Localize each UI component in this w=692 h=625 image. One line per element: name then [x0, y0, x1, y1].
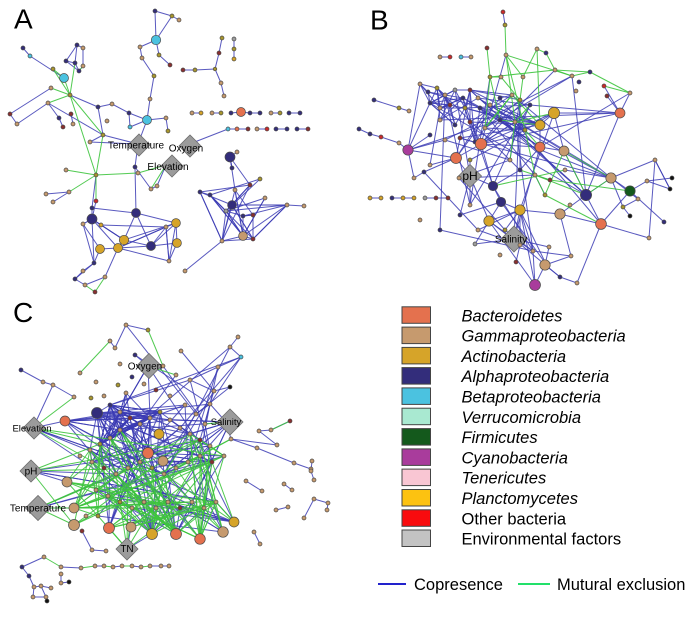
- svg-text:B: B: [370, 4, 389, 35]
- svg-text:pH: pH: [25, 467, 38, 478]
- svg-text:Firmicutes: Firmicutes: [462, 429, 538, 447]
- svg-text:Salinity: Salinity: [495, 235, 527, 246]
- svg-text:Copresence: Copresence: [414, 576, 503, 594]
- svg-text:Temperature: Temperature: [108, 141, 165, 152]
- svg-text:Alphaproteobacteria: Alphaproteobacteria: [461, 368, 610, 386]
- svg-text:Other bacteria: Other bacteria: [462, 510, 567, 528]
- svg-text:Temperature: Temperature: [10, 504, 67, 515]
- svg-text:Tenericutes: Tenericutes: [462, 470, 547, 488]
- svg-text:Gammaproteobacteria: Gammaproteobacteria: [462, 328, 626, 346]
- svg-text:pH: pH: [462, 169, 477, 183]
- svg-text:Oxygen: Oxygen: [128, 362, 162, 373]
- svg-text:Salinity: Salinity: [211, 417, 242, 428]
- svg-text:Bacteroidetes: Bacteroidetes: [462, 307, 563, 325]
- svg-text:TN: TN: [120, 544, 133, 555]
- svg-text:Planctomycetes: Planctomycetes: [462, 490, 578, 508]
- svg-text:Oxygen: Oxygen: [169, 144, 203, 155]
- svg-text:Environmental factors: Environmental factors: [462, 531, 622, 549]
- svg-text:Elevation: Elevation: [12, 424, 51, 435]
- svg-text:C: C: [13, 297, 33, 328]
- svg-text:Mutural exclusion: Mutural exclusion: [557, 576, 685, 594]
- svg-text:Actinobacteria: Actinobacteria: [461, 348, 567, 366]
- svg-text:Betaproteobacteria: Betaproteobacteria: [462, 389, 601, 407]
- svg-text:Cyanobacteria: Cyanobacteria: [462, 449, 568, 467]
- svg-text:Elevation: Elevation: [147, 162, 188, 173]
- svg-text:A: A: [14, 3, 33, 34]
- svg-text:Verrucomicrobia: Verrucomicrobia: [462, 409, 582, 427]
